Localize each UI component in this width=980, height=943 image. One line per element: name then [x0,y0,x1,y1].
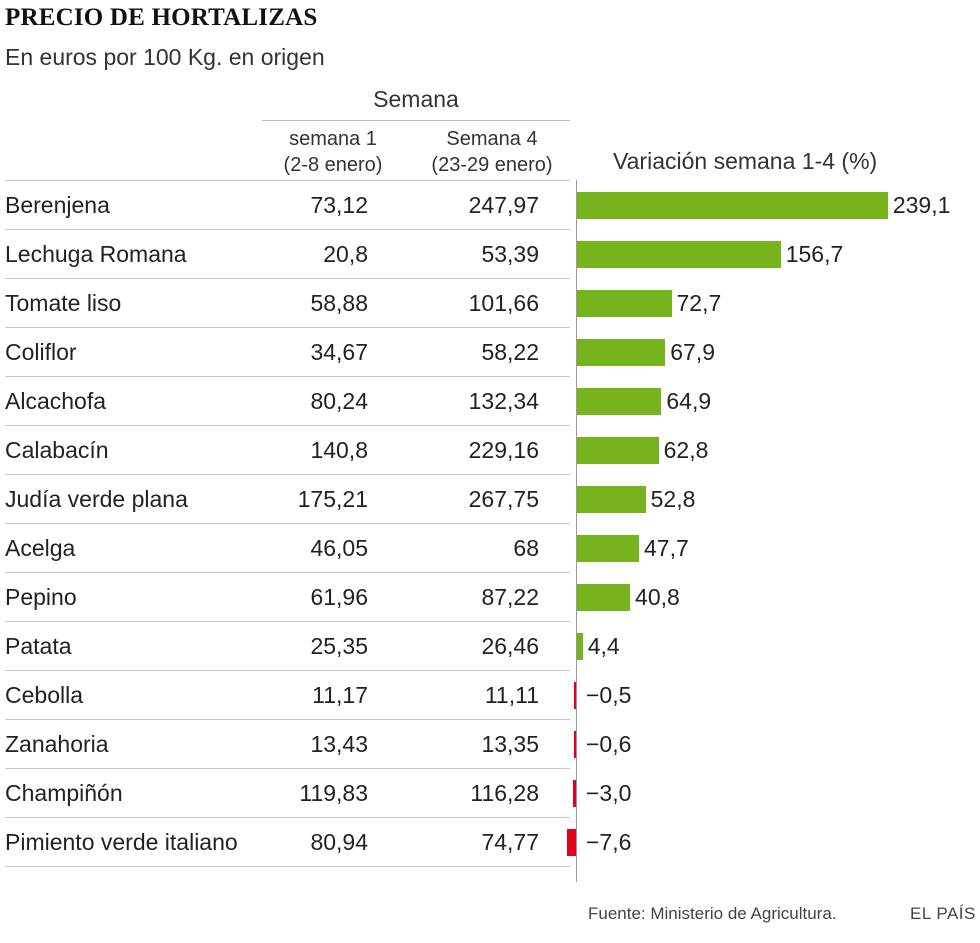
variation-label: 47,7 [644,535,689,561]
variation-bar [577,584,631,611]
variation-bar [577,290,672,317]
row-label: Patata [5,633,72,659]
week1-column-header: semana 1 (2-8 enero) [262,126,404,178]
row-divider [5,768,570,769]
week1-value: 13,43 [310,731,368,757]
week1-value: 175,21 [297,486,368,512]
source-note: Fuente: Ministerio de Agricultura. [588,904,837,923]
row-label: Lechuga Romana [5,241,187,267]
row-label: Acelga [5,535,76,561]
week4-value: 267,75 [468,486,539,512]
week4-value: 68 [513,535,539,561]
variation-label: 4,4 [587,633,620,659]
week1-value: 80,24 [310,388,368,414]
variation-bar [577,633,583,660]
week4-value: 247,97 [468,192,539,218]
row-divider [5,327,570,328]
variation-header: Variación semana 1-4 (%) [613,148,878,174]
variation-label: −0,6 [586,731,632,757]
week1-value: 73,12 [310,192,368,218]
week4-value: 26,46 [481,633,539,659]
variation-bar [574,731,577,758]
week4-value: 132,34 [468,388,539,414]
chart-subtitle: En euros por 100 Kg. en origen [5,44,325,70]
row-divider [5,474,570,475]
variation-bar [577,192,888,219]
week1-value: 140,8 [310,437,368,463]
row-label: Pimiento verde italiano [5,829,238,855]
variation-bar [577,339,666,366]
week4-header-line1: Semana 4 [446,128,538,150]
week4-value: 116,28 [470,780,539,806]
row-label: Tomate liso [5,290,122,316]
week-group-header: Semana [373,86,459,112]
week4-value: 87,22 [481,584,539,610]
variation-bar [577,535,639,562]
week4-value: 11,11 [484,682,539,708]
variation-label: 52,8 [650,486,696,512]
row-divider [5,572,570,573]
row-divider [5,817,570,818]
week1-header-line1: semana 1 [289,128,377,150]
week4-value: 58,22 [481,339,539,365]
row-divider [5,425,570,426]
variation-bar [577,437,659,464]
row-label: Alcachofa [5,388,107,414]
week4-value: 229,16 [468,437,539,463]
row-divider [5,523,570,524]
row-label: Cebolla [5,682,83,708]
row-label: Calabacín [5,437,109,463]
variation-label: −0,5 [586,682,632,708]
week1-value: 25,35 [310,633,368,659]
variation-label: 62,8 [663,437,709,463]
row-divider [5,670,570,671]
variation-label: 156,7 [785,241,844,267]
variation-bar [577,241,781,268]
zero-axis-line [576,180,577,882]
variation-label: 67,9 [670,339,716,365]
variation-label: 239,1 [892,192,951,218]
row-divider [5,621,570,622]
week1-value: 58,88 [310,290,368,316]
row-divider [5,719,570,720]
week1-value: 20,8 [323,241,368,267]
week1-value: 119,83 [299,780,368,806]
week1-value: 61,96 [310,584,368,610]
row-label: Coliflor [5,339,77,365]
variation-label: −7,6 [586,829,632,855]
chart-title: PRECIO DE HORTALIZAS [5,4,318,31]
variation-label: −3,0 [586,780,632,806]
week1-value: 34,67 [310,339,368,365]
row-divider [5,229,570,230]
variation-bar [567,829,577,856]
variation-bar [577,486,646,513]
week4-header-line2: (23-29 enero) [431,154,553,176]
variation-label: 40,8 [635,584,680,610]
variation-bar [577,388,662,415]
week4-value: 53,39 [481,241,539,267]
row-label: Judía verde plana [5,486,188,512]
row-label: Zanahoria [5,731,109,757]
row-divider [5,376,570,377]
week4-column-header: Semana 4 (23-29 enero) [414,126,570,178]
week4-value: 13,35 [481,731,539,757]
week1-value: 11,17 [312,682,368,708]
week4-value: 74,77 [481,829,539,855]
row-label: Berenjena [5,192,110,218]
row-label: Champiñón [5,780,123,806]
week4-value: 101,66 [468,290,539,316]
week-group-underline [262,120,570,121]
variation-bar [574,682,577,709]
brand-logo-text: EL PAÍS [910,904,976,923]
variation-label: 64,9 [666,388,712,414]
row-divider [5,278,570,279]
week1-header-line2: (2-8 enero) [283,154,383,176]
row-divider [5,866,570,867]
variation-bar [573,780,577,807]
row-divider [5,180,570,181]
variation-label: 72,7 [676,290,722,316]
row-label: Pepino [5,584,77,610]
week1-value: 46,05 [310,535,368,561]
week1-value: 80,94 [310,829,368,855]
